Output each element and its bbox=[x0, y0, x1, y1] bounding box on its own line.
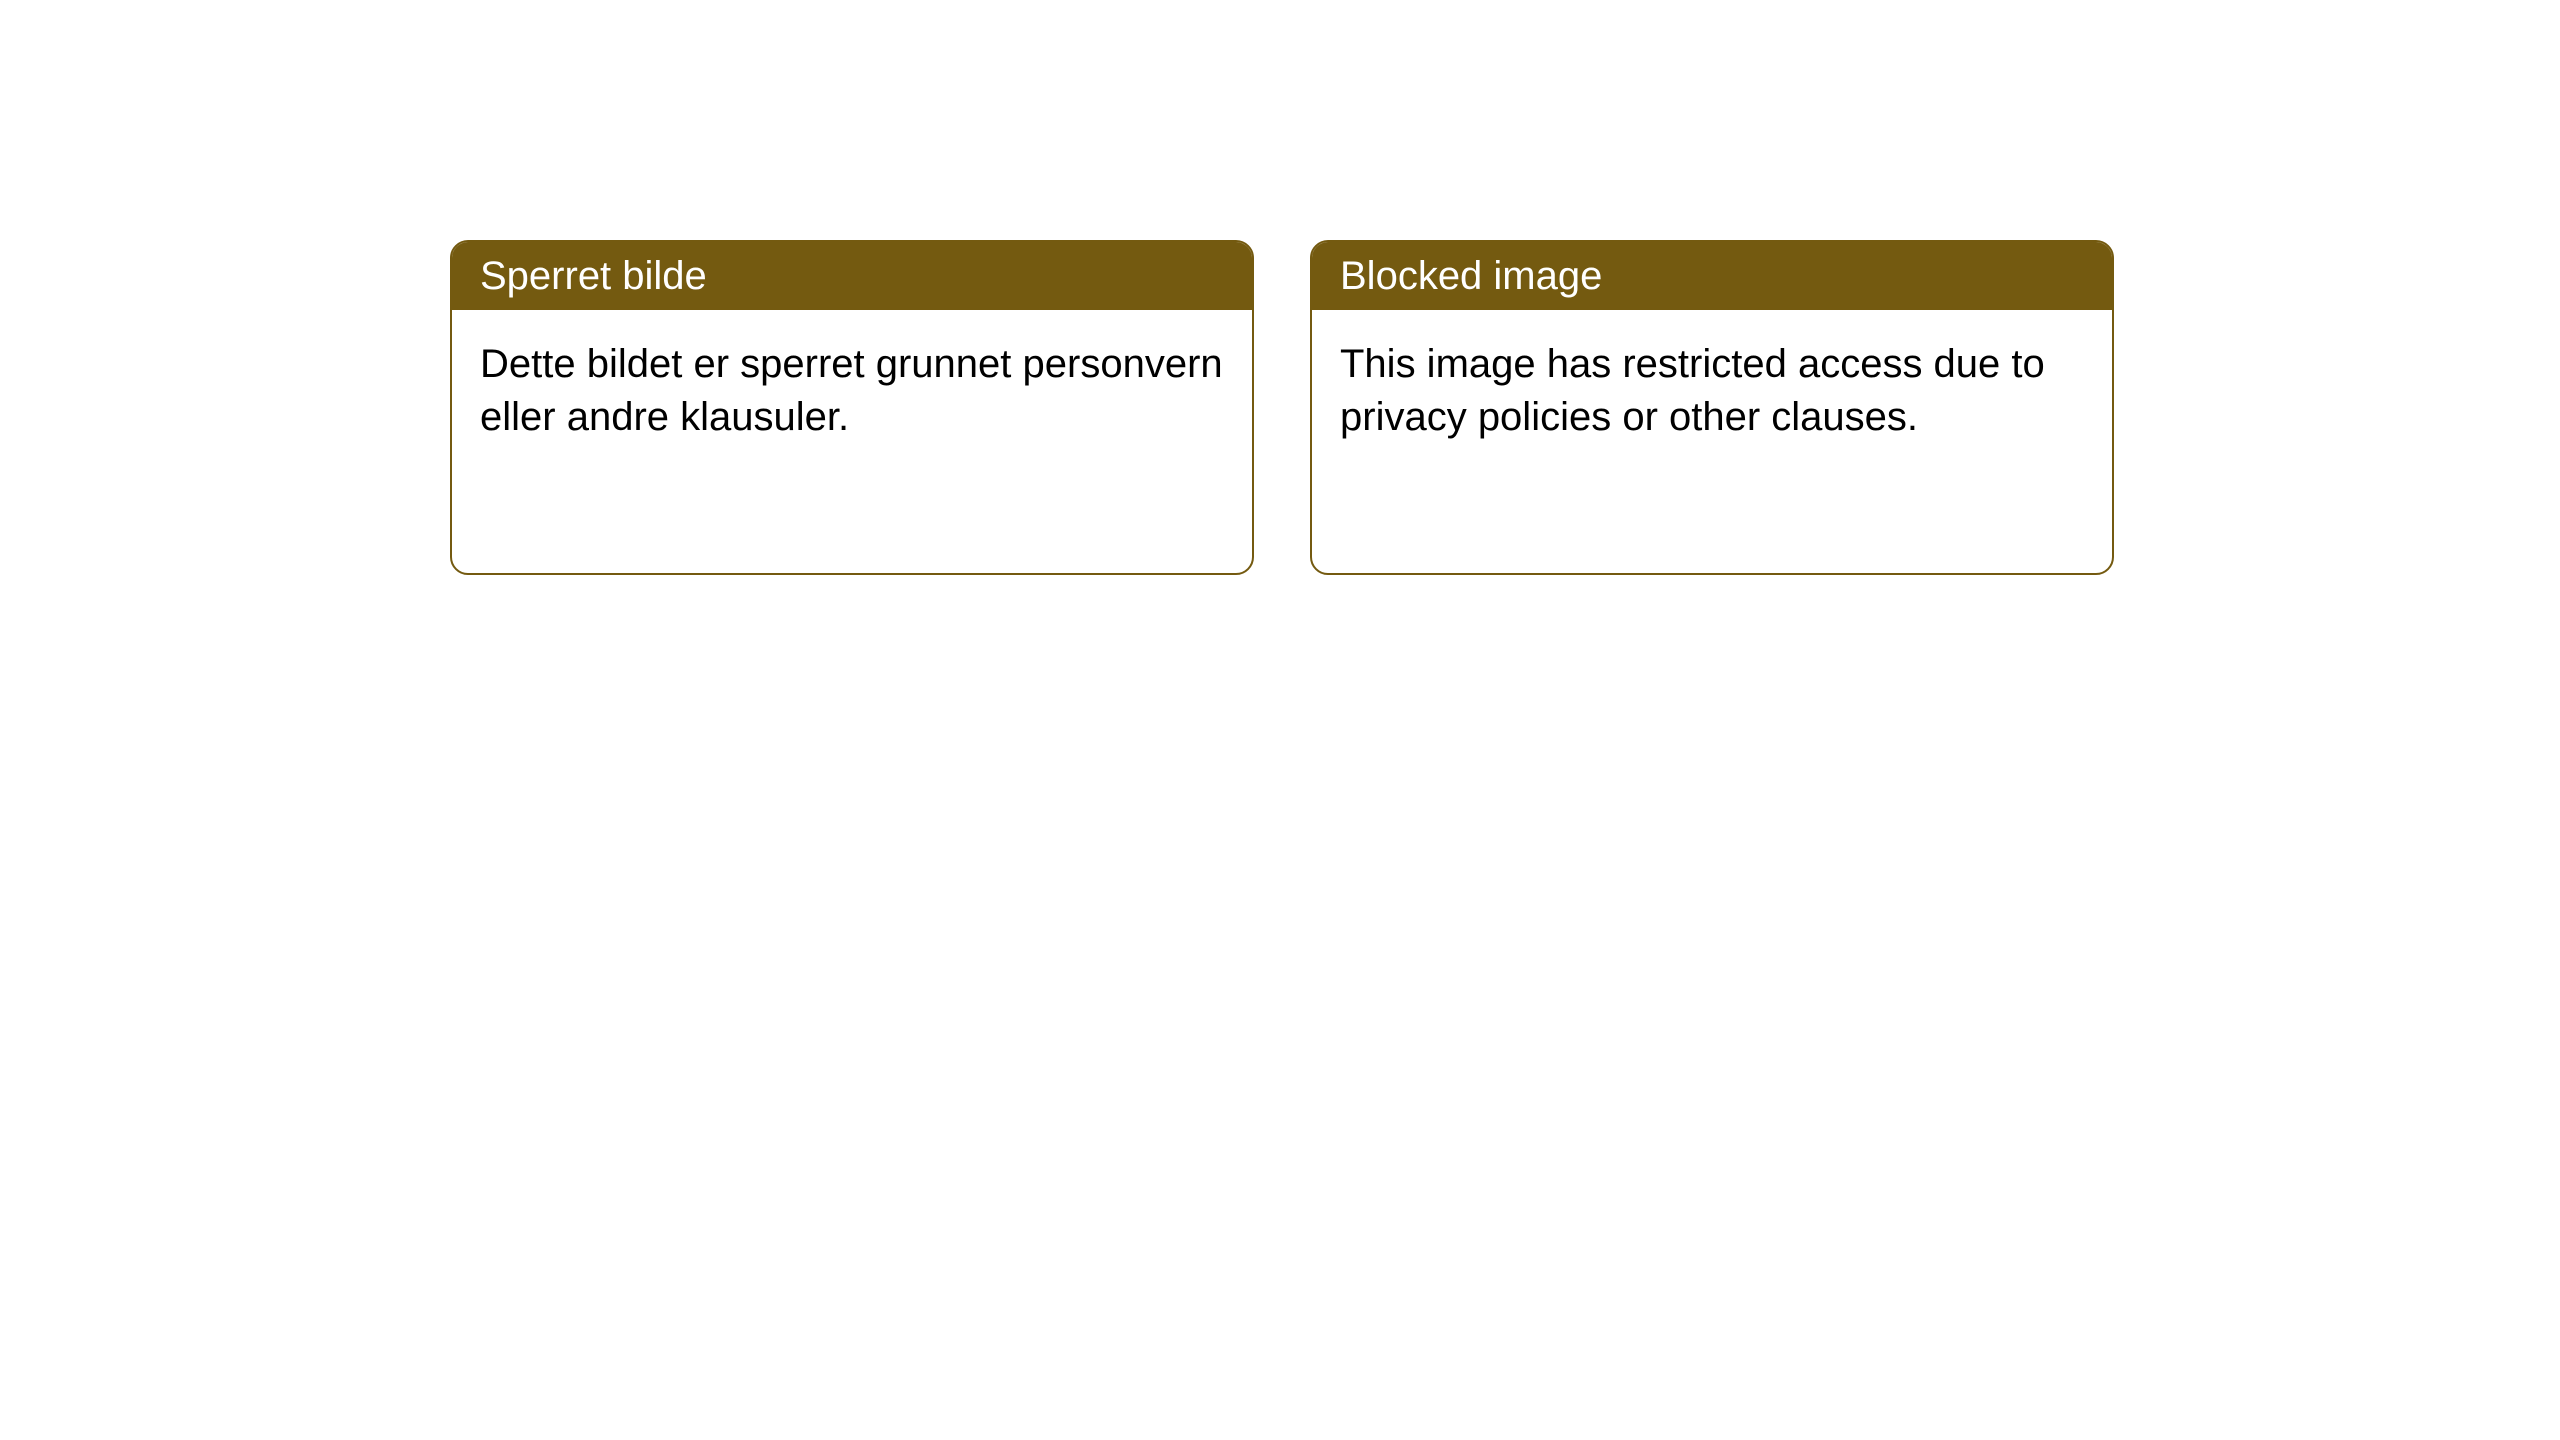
notice-card-english: Blocked image This image has restricted … bbox=[1310, 240, 2114, 575]
notice-title: Blocked image bbox=[1312, 242, 2112, 310]
notice-body: Dette bildet er sperret grunnet personve… bbox=[452, 310, 1252, 472]
notice-body: This image has restricted access due to … bbox=[1312, 310, 2112, 472]
notice-container: Sperret bilde Dette bildet er sperret gr… bbox=[0, 0, 2560, 575]
notice-card-norwegian: Sperret bilde Dette bildet er sperret gr… bbox=[450, 240, 1254, 575]
notice-title: Sperret bilde bbox=[452, 242, 1252, 310]
